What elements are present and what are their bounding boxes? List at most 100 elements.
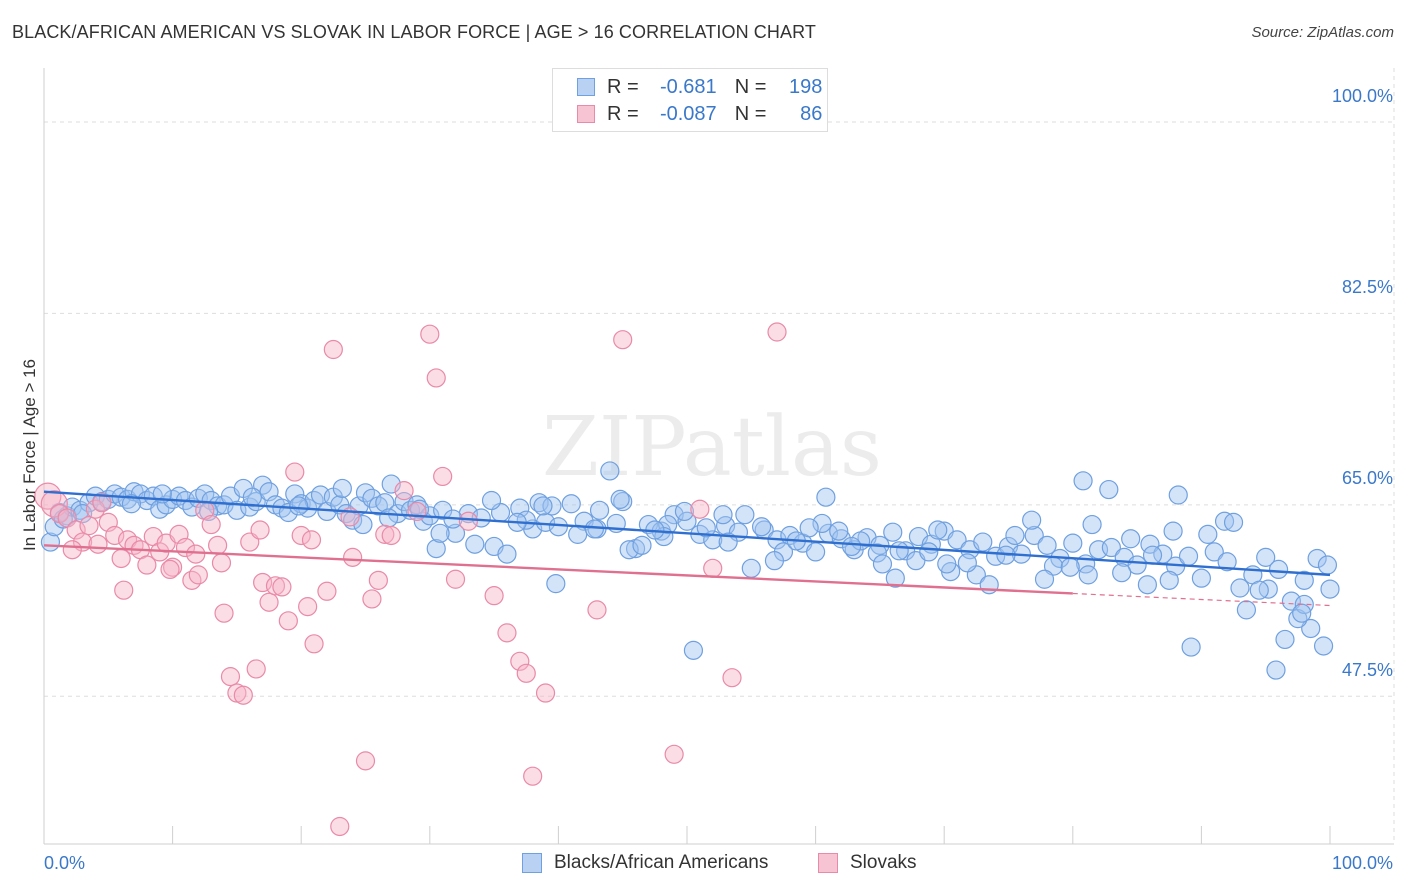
point-blacks	[1181, 637, 1201, 657]
trend-line-slovaks-extension	[1072, 592, 1331, 607]
point-slovaks	[40, 490, 68, 518]
trend-line-blacks	[43, 490, 1331, 577]
chart-title: BLACK/AFRICAN AMERICAN VS SLOVAK IN LABO…	[12, 22, 816, 42]
point-slovaks	[516, 663, 536, 683]
point-slovaks	[523, 766, 543, 786]
legend-n-label: N =	[734, 102, 767, 125]
point-blacks	[285, 484, 305, 504]
point-slovaks	[426, 368, 446, 388]
point-blacks	[973, 532, 993, 552]
point-blacks	[741, 558, 761, 578]
point-blacks	[584, 519, 605, 539]
point-blacks	[1159, 570, 1179, 590]
point-slovaks	[188, 565, 208, 585]
point-blacks	[465, 534, 485, 554]
point-blacks	[816, 487, 836, 507]
point-blacks	[1112, 563, 1132, 583]
x-tick-label-min: 0.0%	[44, 853, 86, 873]
point-slovaks	[214, 603, 234, 623]
point-blacks	[947, 530, 967, 550]
watermark: ZIPatlas	[542, 400, 882, 495]
point-slovaks	[220, 667, 241, 687]
point-blacks	[1101, 537, 1121, 558]
point-blacks	[1163, 521, 1183, 541]
point-blacks	[362, 488, 382, 508]
point-blacks	[1223, 512, 1244, 532]
point-slovaks	[278, 611, 298, 631]
point-blacks	[1073, 471, 1093, 491]
point-blacks	[1268, 559, 1289, 580]
point-slovaks	[208, 535, 228, 555]
point-blacks	[1060, 557, 1080, 577]
point-blacks	[1313, 636, 1334, 656]
y-tick-label-47-5: 47.5%	[1341, 660, 1393, 680]
source-label: Source: ZipAtlas.com	[1251, 24, 1394, 41]
point-blacks	[1024, 525, 1044, 546]
point-blacks	[430, 523, 450, 543]
point-slovaks	[458, 511, 478, 531]
legend-row-blacks: R = -0.681 N = 198	[577, 74, 822, 100]
point-slovaks	[301, 530, 322, 550]
point-slovaks	[407, 501, 427, 522]
point-slovaks	[92, 493, 112, 513]
point-blacks	[1198, 524, 1218, 544]
point-blacks	[613, 491, 633, 512]
legend-n-value: 86	[800, 102, 823, 125]
point-blacks	[426, 539, 446, 559]
point-slovaks	[272, 577, 292, 597]
point-blacks	[1168, 485, 1188, 505]
point-slovaks	[323, 339, 343, 360]
y-tick-label-100: 100.0%	[1331, 86, 1393, 106]
legend-row-slovaks: R = -0.087 N = 86	[577, 101, 822, 127]
point-slovaks	[613, 330, 633, 350]
point-slovaks	[259, 592, 279, 612]
point-blacks	[1204, 542, 1224, 562]
point-slovaks	[703, 558, 723, 578]
point-blacks	[751, 517, 772, 537]
point-slovaks	[304, 634, 324, 654]
point-blacks	[919, 542, 939, 562]
legend-label-slovaks: Slovaks	[850, 852, 917, 873]
point-blacks	[872, 554, 893, 574]
point-blacks	[445, 523, 466, 543]
point-blacks	[600, 461, 620, 481]
point-blacks	[1217, 552, 1237, 572]
point-blacks	[1022, 510, 1042, 530]
point-blacks	[561, 494, 581, 514]
point-blacks	[548, 517, 569, 537]
point-slovaks	[233, 685, 253, 705]
point-slovaks	[114, 580, 134, 600]
point-blacks	[1292, 603, 1312, 623]
point-blacks	[568, 524, 588, 544]
point-blacks	[957, 553, 977, 573]
trend-lines	[43, 490, 1331, 607]
point-blacks	[409, 499, 430, 519]
point-slovaks	[445, 569, 466, 589]
point-slovaks	[317, 581, 337, 601]
point-blacks	[619, 540, 639, 560]
point-blacks	[1317, 555, 1338, 575]
legend-swatch-blacks	[577, 78, 595, 96]
point-blacks	[589, 500, 610, 520]
point-slovaks	[160, 559, 180, 580]
legend-label-blacks: Blacks/African Americans	[554, 852, 769, 873]
point-slovaks	[246, 659, 266, 679]
point-blacks	[1191, 568, 1212, 588]
point-slovaks	[510, 651, 530, 671]
point-blacks	[829, 521, 849, 541]
point-blacks	[1230, 578, 1250, 598]
point-blacks	[1137, 575, 1157, 595]
point-blacks	[1127, 555, 1147, 575]
point-slovaks	[250, 520, 270, 540]
point-blacks	[289, 496, 309, 516]
point-slovaks	[298, 597, 318, 617]
point-blacks	[812, 513, 832, 534]
point-blacks	[735, 505, 755, 525]
point-slovaks	[163, 557, 183, 577]
legend-swatch-blacks	[522, 853, 542, 873]
point-blacks	[805, 542, 826, 562]
point-slovaks	[285, 462, 305, 482]
point-blacks	[208, 496, 228, 516]
point-blacks	[121, 494, 142, 514]
point-slovaks	[265, 576, 286, 596]
